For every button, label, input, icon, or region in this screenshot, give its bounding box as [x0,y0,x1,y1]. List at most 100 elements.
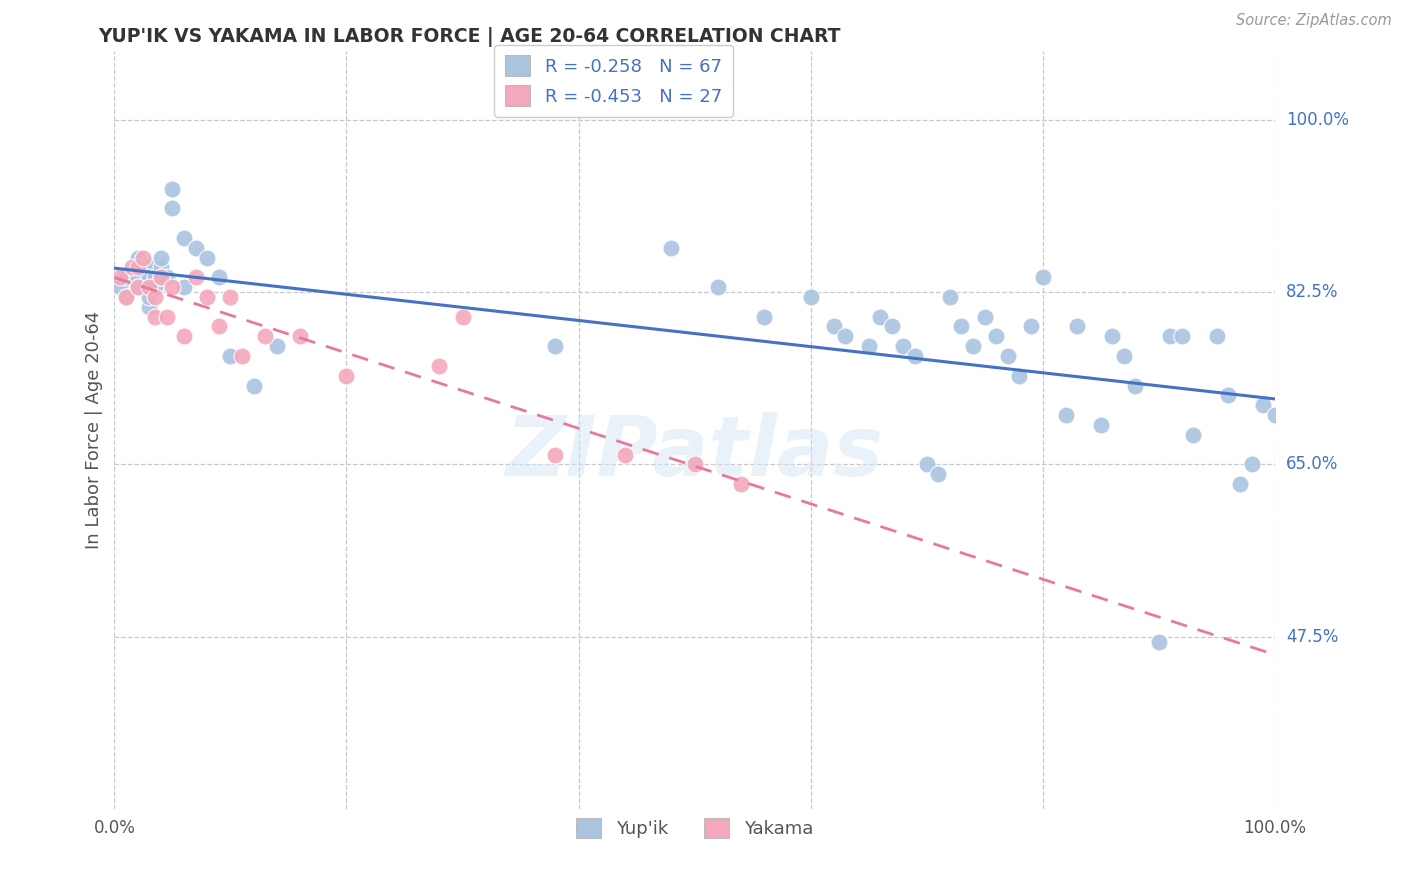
Point [880,319,903,334]
Point [973,310,995,324]
Point [132,251,155,265]
Point [149,251,172,265]
Point [115,270,138,285]
Point [208,270,231,285]
Point [1147,634,1170,648]
Point [173,231,195,245]
Point [138,280,160,294]
Point [800,290,823,304]
Text: YUP'IK VS YAKAMA IN LABOR FORCE | AGE 20-64 CORRELATION CHART: YUP'IK VS YAKAMA IN LABOR FORCE | AGE 20… [98,27,841,46]
Point [997,349,1019,363]
Point [427,359,450,373]
Point [823,319,845,334]
Point [143,280,166,294]
Point [1218,388,1240,402]
Point [108,280,131,294]
Text: 100.0%: 100.0% [1286,111,1348,128]
Point [115,290,138,304]
Point [242,378,264,392]
Point [127,270,149,285]
Point [1066,319,1088,334]
Text: 65.0%: 65.0% [1286,456,1339,474]
Point [143,270,166,285]
Point [1112,349,1135,363]
Point [138,290,160,304]
Point [544,339,567,353]
Point [208,319,231,334]
Point [1205,329,1227,343]
Point [1251,398,1274,412]
Point [1019,319,1042,334]
Point [195,251,218,265]
Text: ZIPatlas: ZIPatlas [506,412,883,493]
Point [730,477,752,491]
Point [893,339,915,353]
Point [231,349,253,363]
Point [1182,427,1205,442]
Point [986,329,1008,343]
Point [915,458,938,472]
Point [254,329,277,343]
Point [858,339,880,353]
Point [1264,408,1286,422]
Text: 82.5%: 82.5% [1286,283,1339,301]
Legend: Yup'ik, Yakama: Yup'ik, Yakama [569,810,820,846]
Point [1090,417,1112,432]
Point [127,280,149,294]
Point [683,458,706,472]
Point [132,280,155,294]
Point [335,368,357,383]
Point [127,251,149,265]
Point [219,349,242,363]
Point [904,349,927,363]
Point [132,260,155,275]
Point [1159,329,1181,343]
Point [754,310,776,324]
Point [219,290,242,304]
Point [149,270,172,285]
Point [108,270,131,285]
Point [834,329,856,343]
Point [184,241,207,255]
Point [156,270,179,285]
Point [939,290,962,304]
Point [149,260,172,275]
Point [927,467,949,482]
Text: 47.5%: 47.5% [1286,628,1339,646]
Point [162,280,184,294]
Point [127,280,149,294]
Y-axis label: In Labor Force | Age 20-64: In Labor Force | Age 20-64 [86,310,103,549]
Point [1229,477,1251,491]
Point [143,290,166,304]
Point [1125,378,1147,392]
Point [613,448,636,462]
Point [156,310,179,324]
Text: Source: ZipAtlas.com: Source: ZipAtlas.com [1236,13,1392,29]
Point [162,181,184,195]
Point [121,260,143,275]
Point [544,448,567,462]
Point [149,270,172,285]
Point [1171,329,1194,343]
Point [1032,270,1054,285]
Point [869,310,891,324]
Point [138,270,160,285]
Point [195,290,218,304]
Point [659,241,682,255]
Point [962,339,984,353]
Point [162,201,184,215]
Point [451,310,474,324]
Point [115,290,138,304]
Point [288,329,311,343]
Point [138,300,160,314]
Point [266,339,288,353]
Point [184,270,207,285]
Point [1101,329,1123,343]
Point [173,280,195,294]
Point [950,319,973,334]
Point [707,280,730,294]
Point [173,329,195,343]
Point [138,260,160,275]
Point [127,260,149,275]
Point [143,310,166,324]
